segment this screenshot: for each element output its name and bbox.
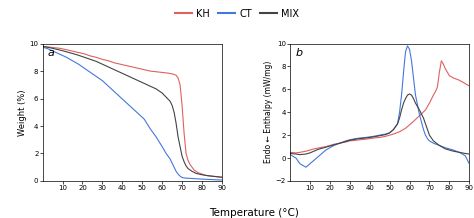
Y-axis label: Weight (%): Weight (%) bbox=[18, 89, 27, 136]
Text: a: a bbox=[48, 48, 55, 58]
Legend: KH, CT, MIX: KH, CT, MIX bbox=[171, 5, 303, 23]
Text: b: b bbox=[295, 48, 302, 58]
Y-axis label: Endo ← Enthalpy (mW/mg): Endo ← Enthalpy (mW/mg) bbox=[264, 61, 273, 164]
Text: Temperature (°C): Temperature (°C) bbox=[209, 208, 299, 218]
